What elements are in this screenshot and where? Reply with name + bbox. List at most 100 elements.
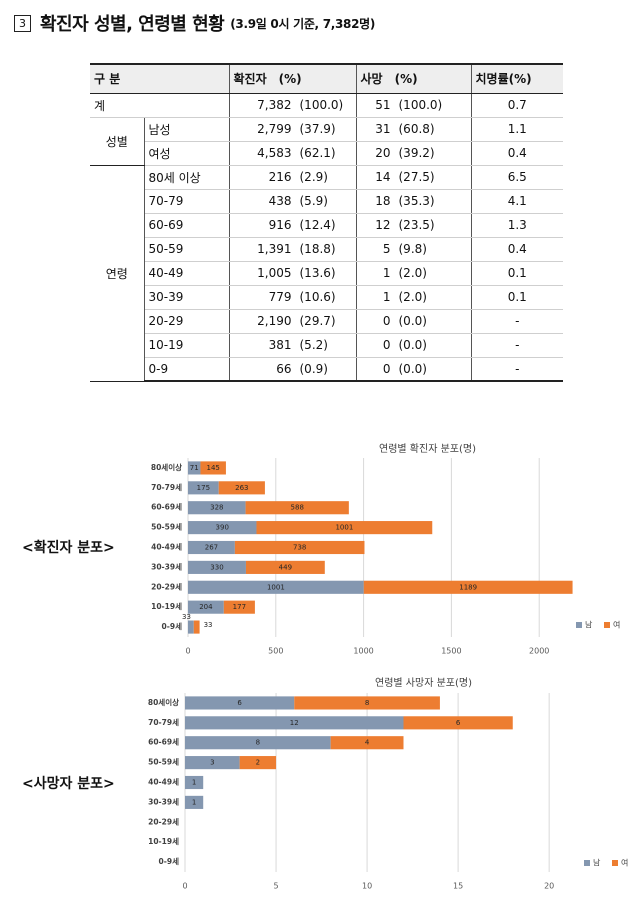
category-label: 10-19세 <box>148 836 179 846</box>
section-heading: 3 확진자 성별, 연령별 현황 (3.9일 0시 기준, 7,382명) <box>14 10 375 36</box>
x-tick-label: 20 <box>544 882 554 891</box>
male-bar <box>185 736 331 750</box>
legend-female-label: 여 <box>613 620 620 630</box>
female-bar <box>193 620 200 634</box>
confirmed-percent: (18.8) <box>299 242 336 256</box>
header-confirmed: 확진자 (%) <box>229 63 357 94</box>
deaths-percent: (2.0) <box>398 290 427 304</box>
category-label: 10-19세 <box>151 601 182 611</box>
deaths-value: 18 <box>375 194 391 208</box>
fatality-cell: 0.4 <box>471 141 563 166</box>
deaths-value: 1 <box>382 266 391 280</box>
fatality-cell: - <box>471 357 563 382</box>
deaths-cell: 20 (39.2) <box>356 141 472 166</box>
legend-male-swatch <box>576 622 582 628</box>
male-value-label: 1001 <box>267 583 285 591</box>
female-bar <box>294 696 440 710</box>
female-value-label: 177 <box>233 603 246 611</box>
row-label: 70-79 <box>144 189 230 214</box>
male-bar <box>185 696 295 710</box>
category-label: 80세이상 <box>151 462 182 472</box>
male-bar <box>185 775 204 790</box>
male-bar <box>188 580 364 594</box>
confirmed-value: 779 <box>268 290 292 304</box>
deaths-cell: 51 (100.0) <box>356 93 472 118</box>
x-tick-label: 1500 <box>441 647 461 656</box>
chart-title: 연령별 확진자 분포(명) <box>379 443 476 455</box>
table-row: 50-59 1,391 (18.8) 5 (9.8) 0.4 <box>90 237 563 262</box>
confirmed-cell: 216 (2.9) <box>229 165 357 190</box>
male-value-label: 175 <box>197 484 210 492</box>
male-value-label: 71 <box>190 464 199 472</box>
male-bar <box>185 716 404 730</box>
female-bar <box>200 461 226 475</box>
deaths-value: 0 <box>382 361 391 376</box>
deaths-cell: 0 (0.0) <box>356 357 472 382</box>
confirmed-cell: 381 (5.2) <box>229 333 357 358</box>
table-row: 60-69 916 (12.4) 12 (23.5) 1.3 <box>90 213 563 238</box>
female-bar <box>245 501 349 515</box>
statistics-table: 구 분 확진자 (%) 사망 (%) 치명률(%) 계 7,382 (100.0) 51(… <box>90 63 563 382</box>
group-label-age: 연령 <box>90 165 145 382</box>
deaths-percent: (2.0) <box>398 266 427 280</box>
category-label: 20-29세 <box>151 581 182 591</box>
category-label: 0-9세 <box>159 856 180 866</box>
female-value-label: 588 <box>291 504 304 512</box>
male-bar <box>188 501 246 515</box>
category-label: 50-59세 <box>151 522 182 532</box>
fatality-cell: 1.1 <box>471 117 563 142</box>
category-label: 30-39세 <box>148 796 179 806</box>
male-bar <box>188 620 194 634</box>
female-value-label: 8 <box>365 699 369 707</box>
confirmed-percent: (2.9) <box>299 170 328 184</box>
female-bar <box>218 481 265 495</box>
row-label: 여성 <box>144 141 230 166</box>
female-value-label: 2 <box>256 759 260 767</box>
header-fatality: 치명률(%) <box>471 63 563 94</box>
deaths-value: 14 <box>375 170 391 184</box>
female-value-label: 1001 <box>335 524 353 532</box>
confirmed-percent: (5.2) <box>299 338 328 352</box>
confirmed-cell: 2,799 (37.9) <box>229 117 357 142</box>
deaths-percent: (9.8) <box>398 242 427 256</box>
confirmed-percent: (13.6) <box>299 266 336 280</box>
row-label: 40-49 <box>144 261 230 286</box>
deaths-percent: (23.5) <box>398 218 435 232</box>
deaths-percent: (0.0) <box>398 361 427 376</box>
deaths-cell: 1 (2.0) <box>356 261 472 286</box>
category-label: 0-9세 <box>162 621 183 631</box>
deaths-value: 5 <box>382 242 391 256</box>
confirmed-chart: 연령별 확진자 분포(명) 0 500 1000 1500 2000 80세이상 71 145 7… <box>135 440 635 658</box>
deaths-cell: 0 (0.0) <box>356 309 472 334</box>
deaths-percent: (39.2) <box>398 146 435 160</box>
fatality-cell: 0.1 <box>471 261 563 286</box>
confirmed-value: 66 <box>276 361 292 376</box>
female-value-label: 33 <box>204 621 213 629</box>
table-row: 40-49 1,005 (13.6) 1 (2.0) 0.1 <box>90 261 563 286</box>
confirmed-cell: 7,382 (100.0) <box>229 93 357 118</box>
legend-male-label: 남 <box>593 859 601 868</box>
male-bar <box>185 756 240 770</box>
deaths-value: 20 <box>375 146 391 160</box>
male-bar <box>188 540 235 555</box>
confirmed-value: 1,391 <box>257 242 292 256</box>
confirmed-percent: (10.6) <box>299 290 336 304</box>
category-label: 60-69세 <box>151 502 182 512</box>
male-bar <box>188 521 257 535</box>
confirmed-percent: (100.0) <box>299 98 344 112</box>
table-row: 70-79 438 (5.9) 18 (35.3) 4.1 <box>90 189 563 214</box>
female-value-label: 6 <box>456 719 461 727</box>
table-row: 20-29 2,190 (29.7) 0 (0.0) - <box>90 309 563 334</box>
confirmed-cell: 438 (5.9) <box>229 189 357 214</box>
female-value-label: 449 <box>279 563 292 571</box>
female-value-label: 263 <box>235 484 248 492</box>
fatality-cell: 4.1 <box>471 189 563 214</box>
confirmed-percent: (62.1) <box>299 146 336 160</box>
table-row: 연령 80세 이상 216 (2.9) 14 (27.5) 6.5 <box>90 165 563 382</box>
female-value-label: 1189 <box>459 583 477 591</box>
male-value-label: 1 <box>192 779 196 787</box>
male-value-label: 267 <box>205 544 218 552</box>
category-label: 40-49세 <box>151 542 182 552</box>
male-bar <box>188 600 224 614</box>
fatality-cell: - <box>471 309 563 334</box>
